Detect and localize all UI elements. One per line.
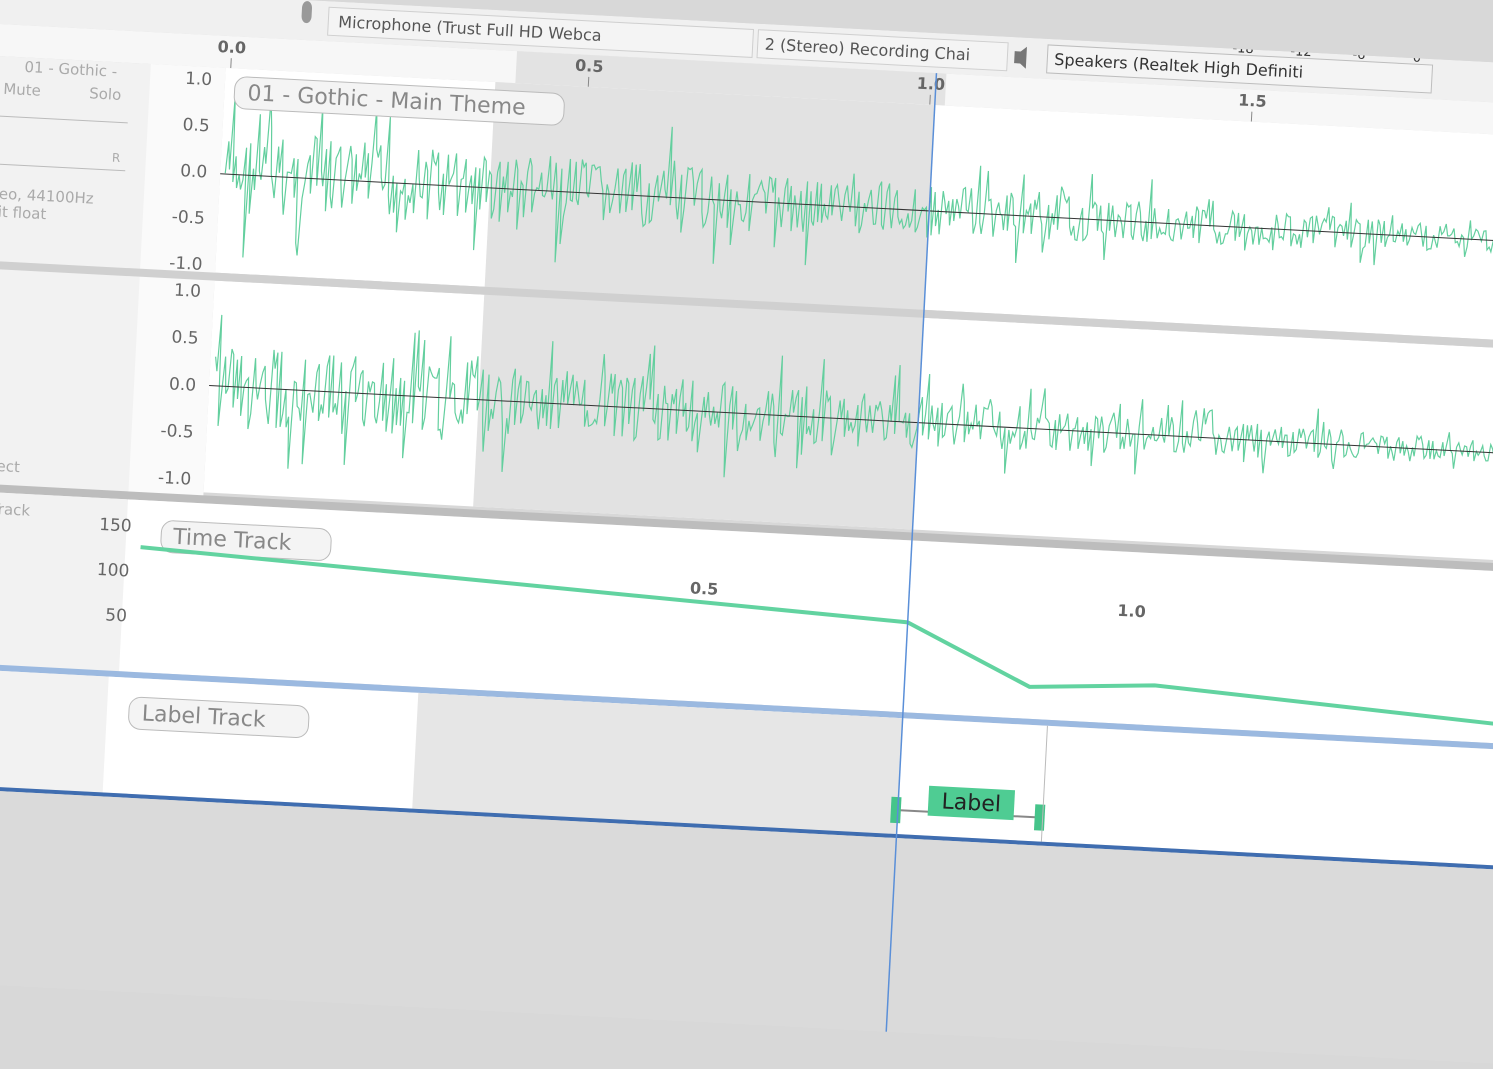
amplitude-label: -1.0 — [169, 253, 203, 275]
amplitude-label: -1.0 — [158, 468, 192, 490]
label-edge — [1040, 725, 1048, 842]
meter-tick: -12 — [1290, 44, 1312, 60]
amplitude-label: -0.5 — [160, 421, 194, 443]
label-track-header[interactable] — [128, 696, 310, 739]
amplitude-label: 0.0 — [169, 374, 197, 395]
format: ereo, 44100Hz — [0, 184, 94, 208]
label-box[interactable] — [927, 785, 1016, 821]
gain-slider[interactable] — [0, 115, 128, 124]
amplitude-label: 0.0 — [180, 161, 208, 182]
select-button[interactable]: Select — [0, 456, 20, 476]
output-device-combo[interactable] — [1046, 44, 1434, 94]
time-scale-label: 50 — [105, 605, 128, 626]
label-selection — [412, 692, 903, 835]
amplitude-label: 0.5 — [182, 115, 210, 136]
monitor[interactable]: Click to Start Monitoring — [1039, 13, 1197, 36]
amplitude-label: 0.5 — [171, 327, 199, 348]
mic-icon[interactable] — [301, 1, 312, 24]
meter-tick: 0 — [1412, 51, 1421, 66]
waveform — [215, 314, 1493, 479]
zero-line — [209, 384, 1493, 456]
time-envelope[interactable] — [135, 545, 1493, 729]
time-ruler-tick: 1.0 — [1117, 601, 1146, 621]
mute-button[interactable]: Mute — [3, 80, 41, 100]
time-scale: 150 100 50 0.5 1.0 — [96, 515, 1146, 627]
label-track-controls — [0, 668, 109, 793]
zero-line — [220, 173, 1493, 244]
track-divider — [0, 483, 1493, 573]
track-bottom — [0, 784, 1493, 871]
pan-slider[interactable] — [0, 163, 126, 172]
waveforms — [209, 94, 1493, 479]
input-device-combo[interactable] — [327, 6, 755, 58]
label-text[interactable]: Label — [941, 789, 1002, 817]
ruler-tick: 0.0 — [217, 37, 246, 57]
play-cursor — [885, 73, 938, 1032]
amplitude-label: 1.0 — [173, 281, 201, 302]
meter-tick: -18 — [1232, 41, 1254, 57]
ruler-tick-mark — [929, 94, 931, 105]
track-name[interactable]: 01 - Gothic - — [24, 58, 118, 81]
label-left-handle[interactable] — [890, 796, 902, 824]
time-scale-label: 100 — [96, 560, 129, 582]
channels-combo[interactable] — [756, 29, 1009, 72]
time-ruler-tick: 0.5 — [690, 578, 719, 598]
ruler-tick: 0.5 — [575, 56, 604, 76]
pan-right: R — [112, 151, 121, 165]
time-track-controls — [0, 491, 129, 672]
time-scale-label: 150 — [99, 515, 132, 537]
speaker-icon[interactable] — [1014, 46, 1027, 69]
track-divider — [0, 662, 1493, 751]
ruler-tick-mark — [1250, 111, 1253, 122]
clip-header[interactable] — [233, 76, 565, 126]
amplitude-label: 1.0 — [185, 69, 213, 90]
ruler-tick: 1.0 — [916, 74, 945, 94]
vertical-ruler — [128, 63, 226, 498]
ruler-tick-mark — [230, 58, 232, 69]
channel-divider — [0, 260, 1493, 350]
audacity-window: Microphone (Trust Full HD Webca 2 (Stere… — [0, 0, 1493, 1032]
ruler-ticks: 0.0 0.5 1.0 1.5 — [217, 37, 1267, 122]
meter-tick: -6 — [1352, 47, 1366, 63]
time-track — [119, 499, 1493, 745]
ruler-tick: 1.5 — [1238, 90, 1267, 110]
ruler-selection — [515, 51, 947, 106]
waveform — [224, 94, 1493, 267]
amplitude-label: -0.5 — [171, 207, 205, 229]
amplitude-scales: 1.0 0.5 0.0 -0.5 -1.0 1.0 0.5 0.0 -0.5 -1.0 — [158, 69, 213, 490]
time-track-name[interactable]: ne Track — [0, 499, 31, 520]
solo-button[interactable]: Solo — [89, 84, 122, 104]
bit-depth: -bit float — [0, 202, 47, 223]
ruler-tick-mark — [587, 76, 590, 87]
